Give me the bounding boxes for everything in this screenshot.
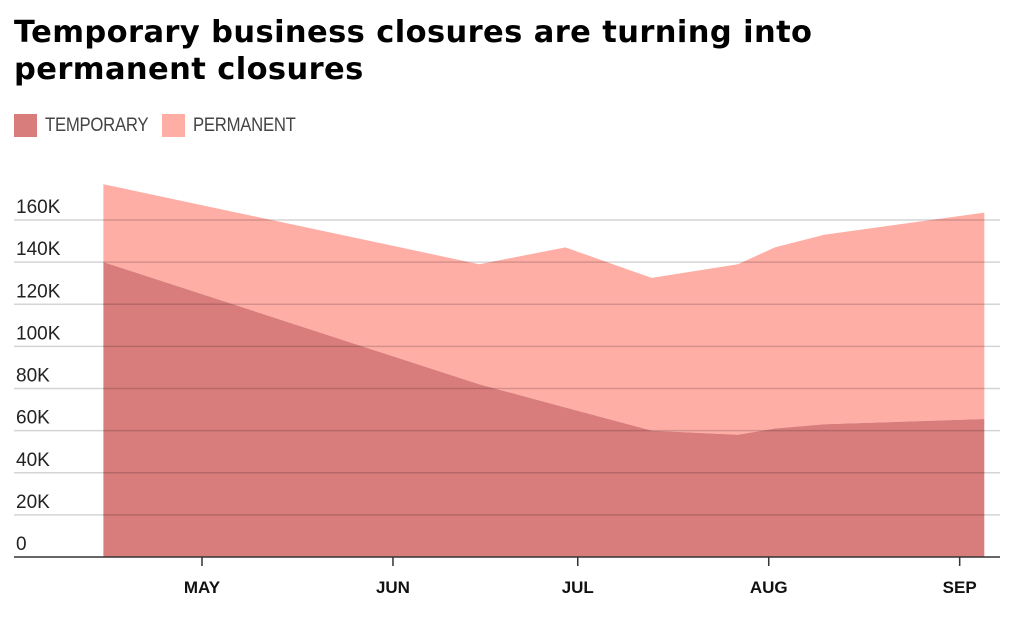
y-tick-label: 60K <box>16 408 50 429</box>
legend-label-permanent: PERMANENT <box>193 114 296 136</box>
y-tick-label: 160K <box>16 197 61 218</box>
y-tick-label: 140K <box>16 239 61 260</box>
area-temporary <box>103 262 985 557</box>
x-tick-label: MAY <box>184 578 221 597</box>
area-permanent <box>103 184 985 435</box>
chart-title: Temporary business closures are turning … <box>14 15 813 87</box>
axes: MAY JUN JUL AUG SEP <box>14 556 1000 597</box>
y-tick-label: 120K <box>16 281 61 302</box>
legend-item-permanent: PERMANENT <box>162 114 296 137</box>
legend-swatch-permanent <box>162 114 186 137</box>
y-tick-label: 80K <box>16 366 50 387</box>
y-tick-label: 0 <box>16 534 27 555</box>
x-tick-label: SEP <box>943 578 977 597</box>
legend-swatch-temporary <box>14 114 37 137</box>
x-tick-label: AUG <box>750 578 788 597</box>
x-tick-label: JUL <box>562 578 594 597</box>
areas <box>103 184 985 557</box>
gridlines: 0 20K 40K 60K 80K 100K 120K 140K 160K <box>14 197 1000 555</box>
y-tick-label: 40K <box>16 450 50 471</box>
legend-item-temporary: TEMPORARY <box>14 114 148 137</box>
x-tick-label: JUN <box>376 578 410 597</box>
y-tick-label: 100K <box>16 323 61 344</box>
y-tick-label: 20K <box>16 492 50 513</box>
legend: TEMPORARY PERMANENT <box>14 114 310 137</box>
legend-label-temporary: TEMPORARY <box>45 114 149 136</box>
